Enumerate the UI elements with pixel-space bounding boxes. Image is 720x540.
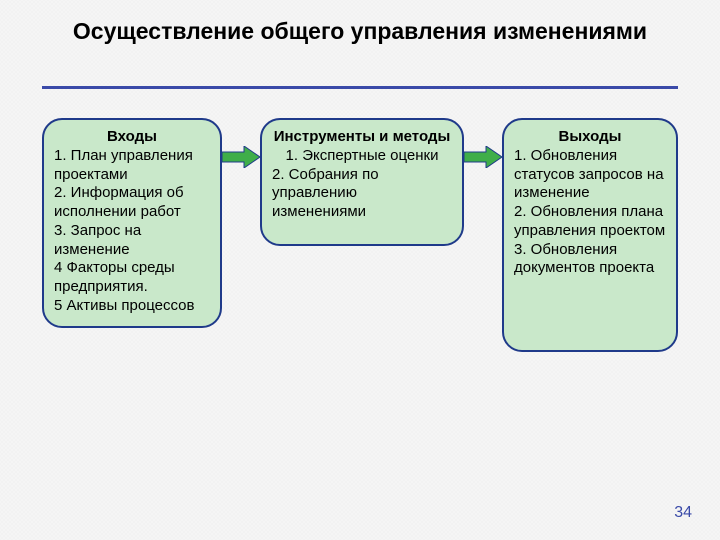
arrow-icon — [464, 146, 502, 168]
inputs-body: 1. План управления проектами2. Информаци… — [54, 147, 210, 316]
inputs-box: Входы 1. План управления проектами2. Инф… — [42, 118, 222, 328]
arrow-shape — [464, 146, 502, 168]
tools-title: Инструменты и методы — [272, 128, 452, 147]
title-underline — [42, 86, 678, 89]
tools-body: 1. Экспертные оценки2. Собрания по управ… — [272, 147, 452, 222]
slide-root: Осуществление общего управления изменени… — [0, 0, 720, 540]
arrow-icon — [222, 146, 260, 168]
page-number: 34 — [674, 504, 692, 522]
arrow-shape — [222, 146, 260, 168]
outputs-title: Выходы — [514, 128, 666, 147]
slide-title: Осуществление общего управления изменени… — [0, 18, 720, 46]
inputs-title: Входы — [54, 128, 210, 147]
outputs-body: 1. Обновления статусов запросов на измен… — [514, 147, 666, 278]
tools-box: Инструменты и методы 1. Экспертные оценк… — [260, 118, 464, 246]
outputs-box: Выходы 1. Обновления статусов запросов н… — [502, 118, 678, 352]
